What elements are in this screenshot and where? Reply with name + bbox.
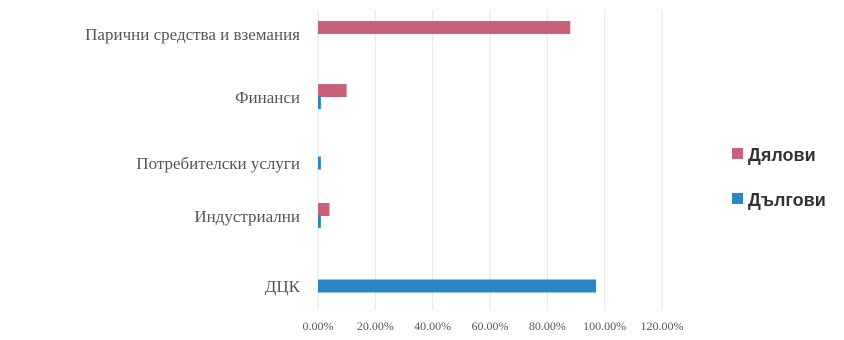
- category-label: ДЦК: [265, 277, 301, 296]
- gridlines: [317, 10, 663, 310]
- category-label: Индустриални: [194, 207, 300, 226]
- bar-dyalovi: [318, 21, 571, 34]
- bar-dalgovi: [318, 96, 321, 109]
- legend-swatch-dalgovi: [732, 193, 743, 204]
- x-tick-label: 120.00%: [641, 319, 684, 333]
- x-tick-label: 60.00%: [472, 319, 509, 333]
- legend-swatch-dyalovi: [732, 148, 743, 159]
- category-label: Финанси: [235, 88, 300, 107]
- category-labels: Парични средства и вземания Финанси Потреб…: [85, 25, 300, 296]
- bar-dyalovi: [318, 84, 347, 97]
- bars-group: [318, 21, 597, 293]
- bar-dalgovi: [318, 156, 321, 170]
- x-tick-label: 80.00%: [529, 319, 566, 333]
- category-label: Потребителски услуги: [136, 154, 300, 173]
- bar-dyalovi: [318, 203, 330, 216]
- legend-label-dyalovi: Дялови: [748, 145, 816, 165]
- x-tick-label: 20.00%: [357, 319, 394, 333]
- bar-dalgovi: [318, 279, 597, 293]
- x-tick-label: 100.00%: [583, 319, 626, 333]
- x-tick-label: 0.00%: [303, 319, 334, 333]
- category-label: Парични средства и вземания: [85, 25, 300, 44]
- bar-dalgovi: [318, 215, 321, 228]
- legend: Дялови Дългови: [732, 145, 826, 210]
- x-tick-label: 40.00%: [414, 319, 451, 333]
- x-tick-labels: 0.00% 20.00% 40.00% 60.00% 80.00% 100.00% 120.…: [303, 319, 684, 333]
- legend-label-dalgovi: Дългови: [748, 190, 826, 210]
